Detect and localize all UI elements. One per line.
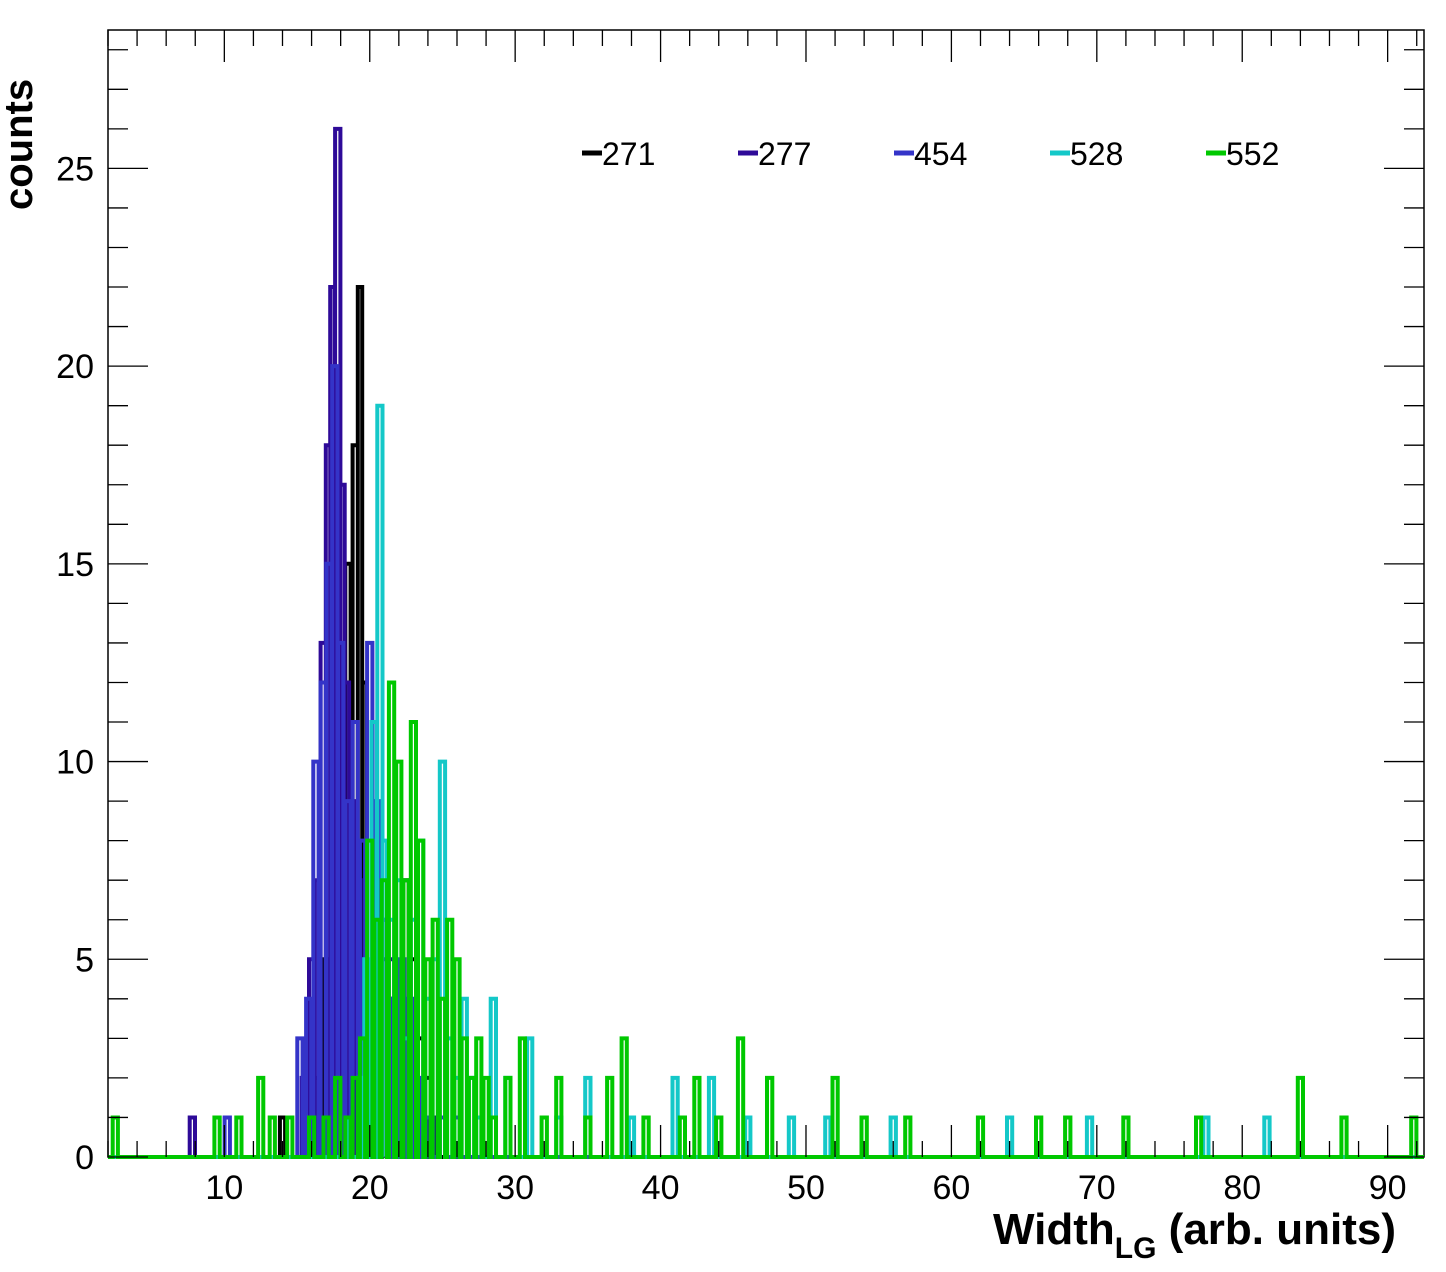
legend-label-271: 271 xyxy=(602,136,655,172)
x-tick-label: 50 xyxy=(787,1169,825,1207)
series-454-line xyxy=(108,364,1424,1159)
x-tick-label: 20 xyxy=(351,1169,389,1207)
y-axis-title: counts xyxy=(0,79,41,210)
tick-labels-layer: 10 20 30 40 50 60 70 80 90 0 5 10 15 20 25 xyxy=(56,150,1406,1207)
x-tick-label: 90 xyxy=(1369,1169,1407,1207)
x-tick-label: 70 xyxy=(1078,1169,1116,1207)
y-tick-label: 15 xyxy=(56,546,94,584)
x-tick-label: 60 xyxy=(932,1169,970,1207)
legend: 271 277 454 528 552 xyxy=(582,136,1279,172)
legend-label-454: 454 xyxy=(914,136,967,172)
x-axis-title-units: (arb. units) xyxy=(1156,1205,1396,1254)
x-axis-title-main: Width xyxy=(993,1205,1115,1254)
y-tick-label: 0 xyxy=(75,1139,94,1177)
ticks-layer xyxy=(107,30,1424,1158)
legend-label-528: 528 xyxy=(1070,136,1123,172)
x-axis-title-subscript: LG xyxy=(1115,1232,1157,1265)
legend-label-277: 277 xyxy=(758,136,811,172)
y-tick-label: 20 xyxy=(56,348,94,386)
x-axis-title: WidthLG (arb. units) xyxy=(993,1205,1396,1265)
legend-label-552: 552 xyxy=(1226,136,1279,172)
x-tick-label: 30 xyxy=(496,1169,534,1207)
y-tick-label: 5 xyxy=(75,941,94,979)
x-tick-label: 40 xyxy=(642,1169,680,1207)
x-tick-label: 80 xyxy=(1223,1169,1261,1207)
x-tick-label: 10 xyxy=(205,1169,243,1207)
y-tick-label: 25 xyxy=(56,150,94,188)
y-tick-label: 10 xyxy=(56,744,94,782)
